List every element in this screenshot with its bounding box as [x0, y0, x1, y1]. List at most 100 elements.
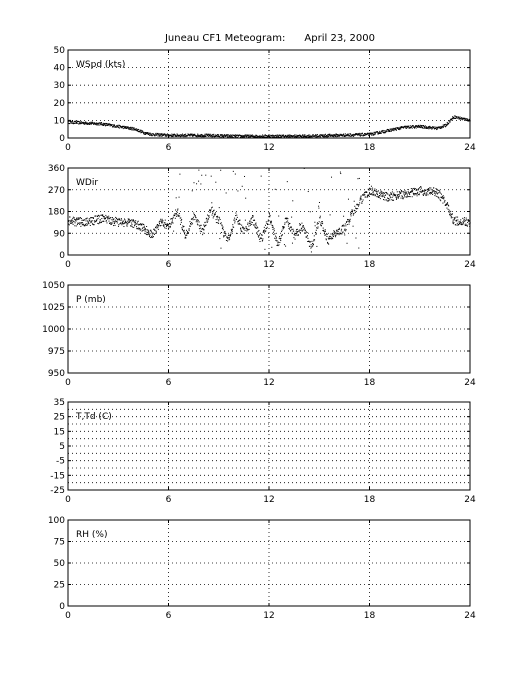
data-point: [134, 129, 136, 131]
data-point: [252, 219, 254, 221]
data-point: [172, 133, 174, 135]
data-point: [241, 136, 243, 138]
data-point: [364, 196, 366, 198]
data-point: [149, 234, 151, 236]
data-point: [335, 236, 337, 238]
data-point: [428, 189, 430, 191]
data-point: [186, 231, 188, 233]
data-point: [165, 227, 167, 229]
data-point: [182, 225, 184, 227]
data-point: [150, 237, 152, 239]
data-point: [123, 223, 125, 225]
data-point: [107, 217, 109, 219]
data-point: [228, 234, 230, 236]
data-point: [273, 230, 275, 232]
data-point: [115, 220, 117, 222]
data-point: [182, 226, 184, 228]
data-point: [227, 238, 229, 240]
data-point: [387, 193, 389, 195]
data-point: [83, 219, 85, 221]
data-point: [338, 135, 340, 137]
data-point: [303, 167, 305, 169]
data-point: [291, 242, 293, 244]
data-point: [283, 226, 285, 228]
data-point: [368, 132, 370, 134]
data-point: [315, 136, 317, 138]
data-point: [383, 192, 385, 194]
data-point: [127, 218, 129, 220]
data-point: [326, 136, 328, 138]
data-point: [442, 197, 444, 199]
data-point: [90, 123, 92, 125]
data-point: [154, 229, 156, 231]
data-point: [348, 221, 350, 223]
data-point: [73, 120, 75, 122]
data-point: [290, 230, 292, 232]
data-point: [429, 125, 431, 127]
data-point: [456, 220, 458, 222]
data-point: [138, 227, 140, 229]
data-point: [313, 239, 315, 241]
data-point: [70, 222, 72, 224]
data-point: [370, 193, 372, 195]
data-point: [225, 135, 227, 137]
data-point: [169, 134, 171, 136]
data-point: [352, 209, 354, 211]
data-point: [230, 136, 232, 138]
data-point: [457, 219, 459, 221]
data-point: [119, 125, 121, 127]
data-point: [108, 217, 110, 219]
data-point: [333, 230, 335, 232]
data-point: [329, 214, 331, 216]
data-point: [217, 219, 219, 221]
data-point: [134, 222, 136, 224]
data-point: [337, 134, 339, 136]
data-point: [352, 214, 354, 216]
data-point: [81, 222, 83, 224]
data-point: [106, 222, 108, 224]
data-point: [72, 217, 74, 219]
data-point: [234, 135, 236, 137]
data-point: [283, 136, 285, 138]
data-point: [401, 196, 403, 198]
data-point: [323, 136, 325, 138]
data-point: [349, 219, 351, 221]
data-point: [469, 119, 471, 121]
data-point: [186, 229, 188, 231]
data-point: [359, 199, 361, 201]
data-point: [113, 225, 115, 227]
data-point: [270, 223, 272, 225]
data-point: [339, 135, 341, 137]
data-point: [208, 216, 210, 218]
data-point: [188, 134, 190, 136]
data-point: [145, 233, 147, 235]
data-point: [417, 191, 419, 193]
data-point: [272, 226, 274, 228]
data-point: [374, 134, 376, 136]
data-point: [95, 122, 97, 124]
data-point: [389, 128, 391, 130]
data-point: [394, 129, 396, 131]
data-point: [89, 218, 91, 220]
data-point: [279, 137, 281, 139]
data-point: [330, 134, 332, 136]
data-point: [83, 121, 85, 123]
data-point: [293, 234, 295, 236]
data-point: [266, 136, 268, 138]
data-point: [269, 135, 270, 137]
data-point: [432, 126, 434, 128]
data-point: [256, 227, 258, 229]
data-point: [165, 135, 167, 137]
data-point: [466, 119, 468, 121]
data-point: [125, 220, 127, 222]
data-point: [353, 209, 355, 211]
data-point: [126, 224, 128, 226]
data-point: [274, 136, 276, 138]
data-point: [432, 193, 434, 195]
data-point: [346, 242, 348, 244]
data-point: [271, 134, 273, 136]
data-point: [183, 229, 185, 231]
data-point: [384, 132, 386, 134]
data-point: [194, 214, 196, 216]
data-point: [92, 223, 94, 225]
